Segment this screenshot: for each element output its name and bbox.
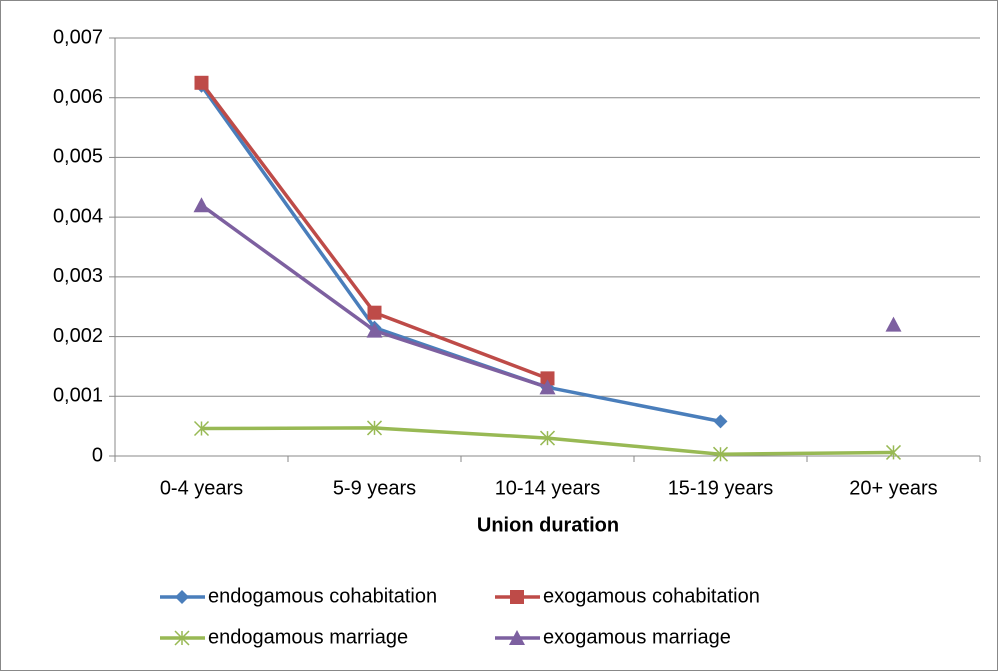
marker [194, 75, 209, 90]
x-tick-label: 20+ years [849, 477, 937, 499]
y-tick-label: 0 [92, 444, 103, 466]
legend-label: endogamous marriage [208, 626, 408, 648]
y-tick-label: 0,002 [53, 325, 103, 347]
marker [367, 305, 382, 320]
marker [366, 322, 383, 338]
legend-label: exogamous cohabitation [543, 585, 760, 607]
marker [539, 430, 556, 446]
legend-marker [174, 630, 190, 646]
legend-label: exogamous marriage [543, 626, 731, 648]
marker [713, 414, 728, 429]
x-tick-label: 10-14 years [495, 477, 601, 499]
x-tick-label: 0-4 years [160, 477, 243, 499]
marker [885, 444, 902, 460]
x-tick-label: 15-19 years [668, 477, 774, 499]
x-tick-label: 5-9 years [333, 477, 416, 499]
y-tick-label: 0,007 [53, 26, 103, 48]
marker [366, 420, 383, 436]
y-tick-label: 0,005 [53, 146, 103, 168]
legend-marker [509, 630, 525, 645]
marker [193, 421, 210, 437]
legend-marker [175, 590, 189, 604]
marker [539, 379, 556, 395]
legend-label: endogamous cohabitation [208, 585, 437, 607]
y-tick-label: 0,003 [53, 265, 103, 287]
marker [712, 446, 729, 462]
y-tick-label: 0,006 [53, 86, 103, 108]
y-tick-label: 0,004 [53, 205, 103, 227]
x-axis-title: Union duration [477, 514, 619, 536]
marker [885, 316, 902, 332]
marker [540, 371, 555, 386]
legend-marker [510, 590, 524, 604]
marker [193, 197, 210, 213]
y-tick-label: 0,001 [53, 385, 103, 407]
